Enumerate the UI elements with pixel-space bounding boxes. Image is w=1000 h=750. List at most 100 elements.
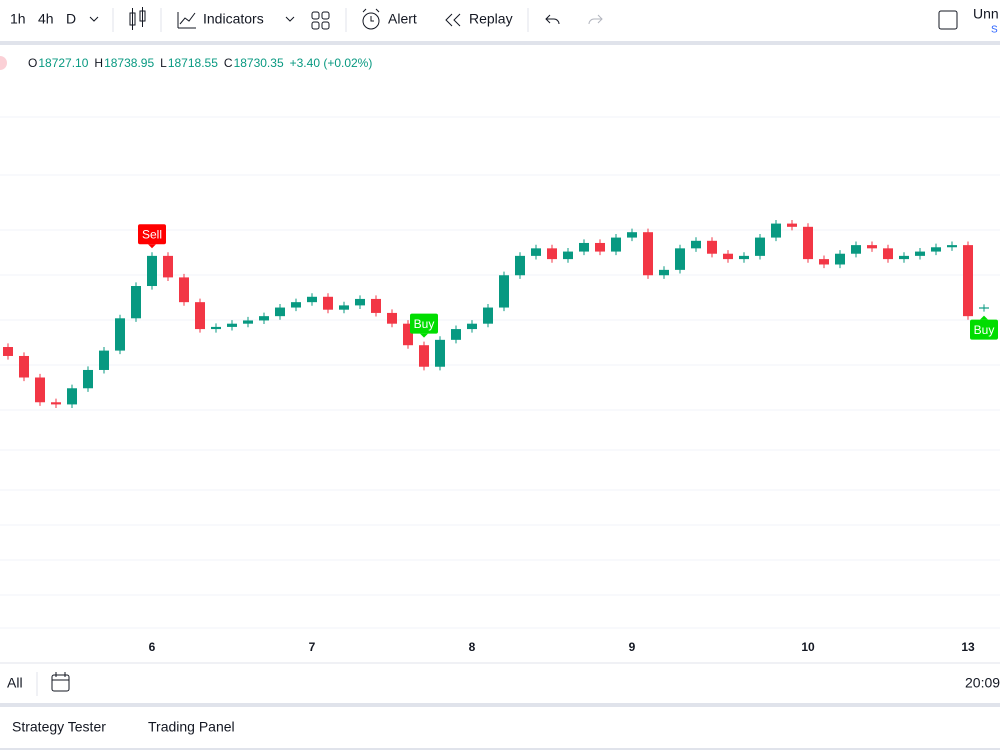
- legend-toggle[interactable]: [0, 56, 7, 70]
- candle-body: [915, 251, 925, 256]
- date-range-icon[interactable]: [51, 672, 70, 692]
- signal-label: [138, 224, 166, 245]
- candle-body: [483, 307, 493, 324]
- candle-body: [755, 237, 765, 256]
- candle-body: [355, 298, 365, 306]
- candle-body: [259, 316, 269, 321]
- tab[interactable]: Trading Panel: [148, 719, 235, 735]
- legend-key: C: [224, 56, 233, 70]
- candle-body: [691, 240, 701, 249]
- candle-body: [275, 307, 285, 317]
- interval[interactable]: D: [66, 11, 76, 27]
- candle-body: [899, 255, 909, 260]
- candle-body: [339, 305, 349, 310]
- candle-body: [211, 326, 221, 330]
- candle-body: [499, 275, 509, 308]
- candle-body: [467, 323, 477, 330]
- replay-button[interactable]: Replay: [469, 11, 513, 27]
- candle-body: [163, 255, 173, 278]
- candle-body: [803, 226, 813, 260]
- signal-text: Buy: [974, 323, 995, 337]
- candle-body: [3, 347, 13, 356]
- clock: 20:09: [965, 675, 1000, 691]
- candle-body: [19, 355, 29, 378]
- candle-body: [243, 320, 253, 324]
- candle-body: [35, 377, 45, 403]
- layout-status: S: [991, 25, 998, 36]
- candle-body: [579, 242, 589, 252]
- candle-body: [675, 248, 685, 270]
- candle-body: [963, 245, 973, 317]
- candle-body: [723, 253, 733, 260]
- signal-label: [970, 319, 998, 340]
- x-tick-label: 10: [801, 640, 815, 654]
- templates-icon[interactable]: [311, 11, 330, 30]
- signal-text: Sell: [142, 227, 162, 241]
- candle-body: [627, 232, 637, 238]
- candle-body: [883, 248, 893, 260]
- x-tick-label: 9: [629, 640, 636, 654]
- candle-body: [931, 247, 941, 252]
- x-tick-label: 6: [149, 640, 156, 654]
- candle-body: [67, 388, 77, 405]
- candle-body: [291, 302, 301, 308]
- legend-value: 18727.10: [38, 56, 88, 70]
- legend-key: L: [160, 56, 167, 70]
- tab[interactable]: Strategy Tester: [12, 719, 106, 735]
- candle-body: [563, 251, 573, 260]
- signal-label: [410, 313, 438, 334]
- candle-body: [515, 255, 525, 276]
- candle-body: [419, 345, 429, 367]
- chevron[interactable]: [285, 16, 295, 22]
- layout-name[interactable]: Unn: [973, 6, 999, 22]
- candle-body: [611, 237, 621, 252]
- toolbar: [0, 0, 1000, 41]
- candle-body: [595, 242, 605, 252]
- candle-body: [643, 232, 653, 276]
- candle-body: [307, 296, 317, 303]
- alert-icon[interactable]: [362, 8, 380, 30]
- legend-value: 18718.55: [168, 56, 218, 70]
- signal-pointer: [980, 315, 988, 320]
- plot: Sell Buy Buy: [3, 220, 998, 408]
- candle-body: [131, 286, 141, 319]
- fullscreen[interactable]: [938, 10, 958, 30]
- chevron[interactable]: [89, 16, 99, 22]
- candle-body: [51, 402, 61, 405]
- toolbar-border: [0, 41, 1000, 45]
- legend: O 18727.10 H 18738.95 L 18718.55 C 18730.35 +3.4…: [28, 56, 372, 70]
- candle-body: [371, 298, 381, 313]
- signal-pointer: [420, 333, 428, 338]
- signal-pointer: [148, 244, 156, 249]
- candle-body: [771, 223, 781, 238]
- candle-body: [147, 255, 157, 287]
- candle-body: [547, 248, 557, 260]
- candle-body: [451, 329, 461, 340]
- interval[interactable]: 4h: [38, 11, 54, 27]
- redo[interactable]: [588, 14, 603, 25]
- candle-body: [947, 245, 957, 248]
- grid: [0, 116, 1000, 629]
- candle-body: [659, 269, 669, 276]
- candle-body: [387, 312, 397, 324]
- indicators-icon[interactable]: [177, 12, 196, 29]
- candle-body: [195, 302, 205, 330]
- replay-icon[interactable]: [445, 13, 461, 27]
- candle-body: [179, 277, 189, 303]
- candle-body: [115, 318, 125, 351]
- candle-body: [403, 323, 413, 346]
- range-button[interactable]: All: [7, 675, 23, 691]
- interval[interactable]: 1h: [10, 11, 26, 27]
- candle-body: [819, 259, 829, 265]
- candle-body: [787, 223, 797, 227]
- alert-button[interactable]: Alert: [388, 11, 417, 27]
- candles-icon[interactable]: [129, 7, 146, 30]
- candle-body: [851, 245, 861, 254]
- signal-text: Buy: [414, 317, 435, 331]
- candle-body: [835, 253, 845, 265]
- candle-body: [867, 245, 877, 249]
- candle-body: [323, 296, 333, 310]
- candle-body: [435, 339, 445, 367]
- undo[interactable]: [545, 14, 560, 25]
- indicators-button[interactable]: Indicators: [203, 11, 264, 27]
